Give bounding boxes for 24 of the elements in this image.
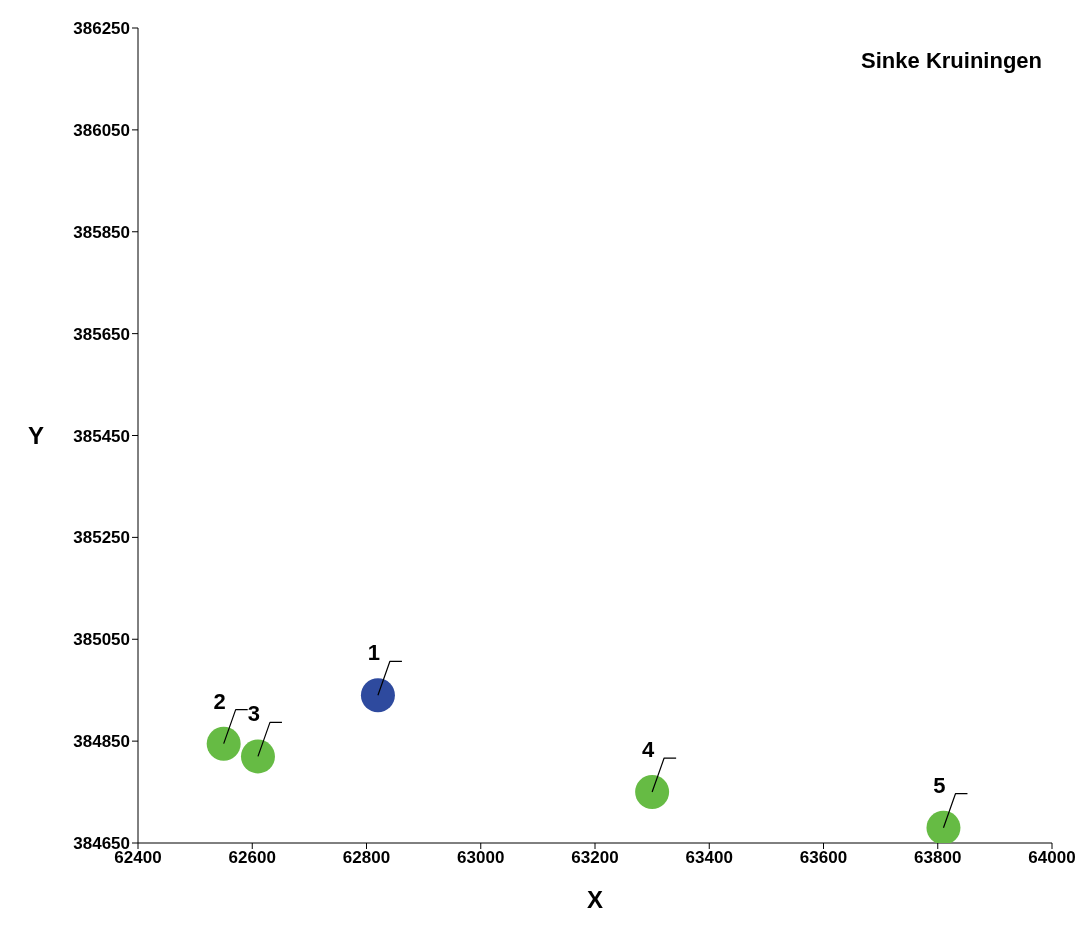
y-tick-label: 385450 — [73, 426, 130, 446]
annotation: 4 — [641, 737, 655, 763]
y-tick-label: 385250 — [73, 528, 130, 548]
annotation: 5 — [933, 772, 946, 798]
x-tick-label: 63200 — [571, 848, 619, 868]
x-tick-label: 63400 — [685, 848, 733, 868]
annotation: 3 — [247, 701, 260, 727]
y-tick-label: 386250 — [73, 19, 130, 39]
y-tick-label: 384850 — [73, 732, 130, 752]
x-tick-label: 63600 — [799, 848, 848, 868]
x-tick-label: 63000 — [457, 848, 505, 868]
text: Sinke Kruiningen — [861, 48, 1042, 74]
y-tick-label: 385650 — [73, 324, 130, 344]
x-tick-label: 63800 — [914, 848, 962, 868]
y-axis-title: Y — [28, 422, 45, 450]
annotation: 1 — [367, 640, 380, 666]
y-tick-label: 385050 — [73, 630, 130, 650]
x-tick-label: 62800 — [342, 848, 391, 868]
x-tick-label: 62600 — [228, 848, 276, 868]
y-tick-label: 386050 — [73, 120, 130, 140]
y-tick-label: 385850 — [73, 222, 130, 242]
x-tick-label: 64000 — [1028, 848, 1076, 868]
x-axis-title: X — [586, 886, 604, 913]
annotation: 2 — [213, 688, 226, 714]
